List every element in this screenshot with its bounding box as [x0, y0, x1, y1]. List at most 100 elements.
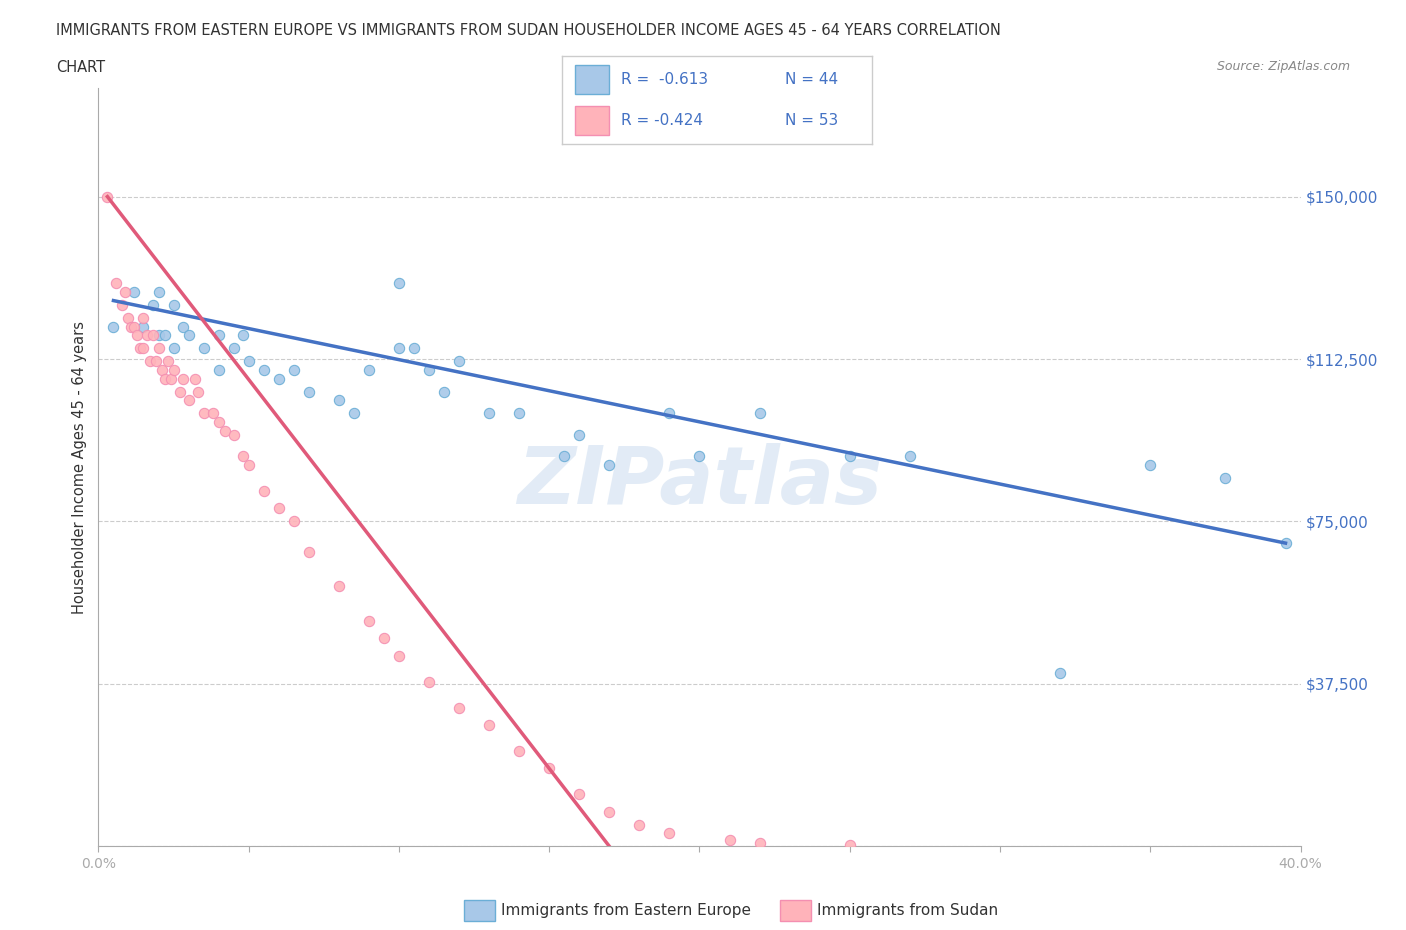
- Point: [193, 405, 215, 420]
- Point: [402, 340, 425, 355]
- Point: [208, 327, 231, 342]
- Point: [508, 744, 530, 759]
- Point: [238, 458, 260, 472]
- Point: [222, 428, 245, 443]
- Point: [103, 319, 125, 334]
- Text: IMMIGRANTS FROM EASTERN EUROPE VS IMMIGRANTS FROM SUDAN HOUSEHOLDER INCOME AGES : IMMIGRANTS FROM EASTERN EUROPE VS IMMIGR…: [56, 23, 1001, 38]
- Point: [598, 804, 620, 819]
- Text: ZIPatlas: ZIPatlas: [517, 444, 882, 522]
- Point: [748, 405, 770, 420]
- Point: [135, 327, 157, 342]
- Point: [172, 319, 194, 334]
- Point: [388, 648, 411, 663]
- Y-axis label: Householder Income Ages 45 - 64 years: Householder Income Ages 45 - 64 years: [72, 321, 87, 614]
- Point: [127, 327, 149, 342]
- Point: [159, 371, 181, 386]
- Point: [1049, 666, 1071, 681]
- Point: [105, 276, 128, 291]
- Point: [132, 319, 155, 334]
- Point: [162, 298, 184, 312]
- Point: [201, 405, 224, 420]
- Point: [208, 363, 231, 378]
- Point: [298, 384, 321, 399]
- Point: [153, 371, 176, 386]
- Point: [388, 340, 411, 355]
- Point: [478, 405, 501, 420]
- Text: CHART: CHART: [56, 60, 105, 75]
- Point: [121, 319, 143, 334]
- Point: [658, 826, 681, 841]
- Point: [253, 363, 276, 378]
- Point: [283, 363, 305, 378]
- Point: [553, 449, 575, 464]
- Point: [96, 189, 118, 204]
- Point: [628, 817, 651, 832]
- Point: [172, 371, 194, 386]
- Point: [138, 353, 160, 368]
- Point: [148, 327, 170, 342]
- Point: [267, 501, 290, 516]
- Text: Immigrants from Sudan: Immigrants from Sudan: [817, 903, 998, 918]
- Point: [187, 384, 209, 399]
- Point: [253, 484, 276, 498]
- Text: Immigrants from Eastern Europe: Immigrants from Eastern Europe: [501, 903, 751, 918]
- Point: [141, 298, 163, 312]
- Point: [232, 327, 254, 342]
- Point: [156, 353, 179, 368]
- Point: [343, 405, 366, 420]
- Point: [169, 384, 191, 399]
- Point: [568, 787, 591, 802]
- Point: [658, 405, 681, 420]
- Point: [148, 285, 170, 299]
- Point: [162, 363, 184, 378]
- Point: [568, 428, 591, 443]
- Point: [183, 371, 205, 386]
- Point: [267, 371, 290, 386]
- Point: [418, 674, 440, 689]
- Point: [214, 423, 236, 438]
- Point: [1215, 471, 1237, 485]
- Point: [1274, 536, 1296, 551]
- Point: [222, 340, 245, 355]
- Point: [232, 449, 254, 464]
- Text: N = 44: N = 44: [785, 72, 838, 86]
- Point: [124, 285, 146, 299]
- Point: [114, 285, 136, 299]
- Point: [328, 392, 350, 407]
- Point: [162, 340, 184, 355]
- Point: [388, 276, 411, 291]
- Point: [538, 761, 561, 776]
- Bar: [575, 65, 609, 94]
- Text: R = -0.424: R = -0.424: [621, 113, 703, 127]
- Point: [177, 392, 200, 407]
- Bar: [575, 106, 609, 136]
- Point: [418, 363, 440, 378]
- Point: [447, 700, 470, 715]
- Point: [357, 614, 380, 629]
- Point: [508, 405, 530, 420]
- Point: [838, 838, 860, 853]
- Point: [689, 449, 711, 464]
- Point: [208, 415, 231, 430]
- Point: [898, 449, 921, 464]
- Point: [433, 384, 456, 399]
- Point: [373, 631, 395, 645]
- Point: [153, 327, 176, 342]
- Point: [129, 340, 152, 355]
- Point: [478, 718, 501, 733]
- Point: [124, 319, 146, 334]
- Point: [111, 298, 134, 312]
- Point: [141, 327, 163, 342]
- Point: [447, 353, 470, 368]
- Point: [838, 449, 860, 464]
- Point: [357, 363, 380, 378]
- Point: [132, 340, 155, 355]
- Point: [328, 579, 350, 594]
- Point: [1139, 458, 1161, 472]
- Point: [177, 327, 200, 342]
- Point: [193, 340, 215, 355]
- Point: [748, 835, 770, 850]
- Point: [117, 311, 139, 325]
- Point: [298, 544, 321, 559]
- Point: [145, 353, 167, 368]
